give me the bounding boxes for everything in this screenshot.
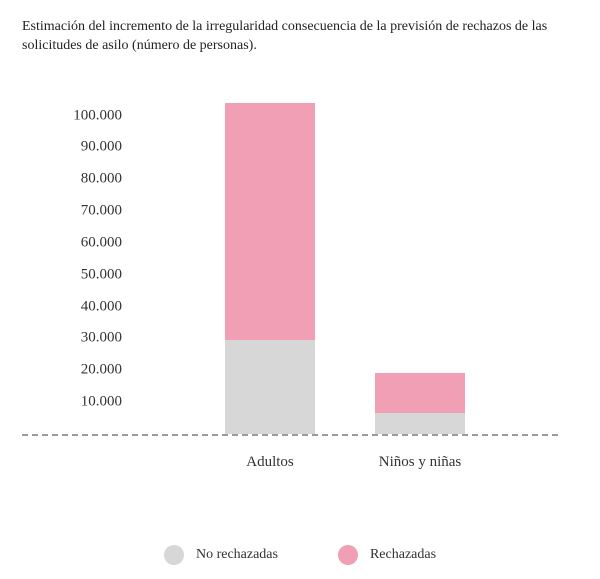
bar-segment-no_rechazadas (225, 340, 315, 434)
y-tick-label: 30.000 (22, 330, 122, 347)
y-tick-label: 100.000 (22, 107, 122, 124)
legend-item-rechazadas: Rechazadas (338, 545, 436, 565)
y-tick-label: 50.000 (22, 266, 122, 283)
y-tick-label: 90.000 (22, 139, 122, 156)
bar-segment-no_rechazadas (375, 413, 465, 434)
bar-segment-rechazadas (225, 103, 315, 340)
legend-label: Rechazadas (370, 547, 436, 563)
legend-item-no-rechazadas: No rechazadas (164, 545, 278, 565)
bar-segment-rechazadas (375, 373, 465, 413)
plot-area (132, 84, 558, 434)
legend-swatch-rechazadas (338, 545, 358, 565)
bar (225, 84, 315, 434)
x-tick-label: Niños y niñas (379, 454, 462, 471)
y-tick-label: 10.000 (22, 393, 122, 410)
chart-title: Estimación del incremento de la irregula… (22, 18, 578, 56)
bar (375, 84, 465, 434)
page-root: Estimación del incremento de la irregula… (0, 0, 600, 579)
y-tick-label: 80.000 (22, 171, 122, 188)
legend-swatch-no-rechazadas (164, 545, 184, 565)
legend-label: No rechazadas (196, 547, 278, 563)
y-tick-label: 20.000 (22, 362, 122, 379)
legend: No rechazadas Rechazadas (0, 545, 600, 565)
y-tick-label: 60.000 (22, 234, 122, 251)
y-tick-label: 40.000 (22, 298, 122, 315)
x-tick-label: Adultos (246, 454, 294, 471)
baseline (22, 434, 558, 436)
y-tick-label: 70.000 (22, 203, 122, 220)
chart-area: 10.000 20.000 30.000 40.000 50.000 60.000 70.0… (22, 64, 578, 524)
